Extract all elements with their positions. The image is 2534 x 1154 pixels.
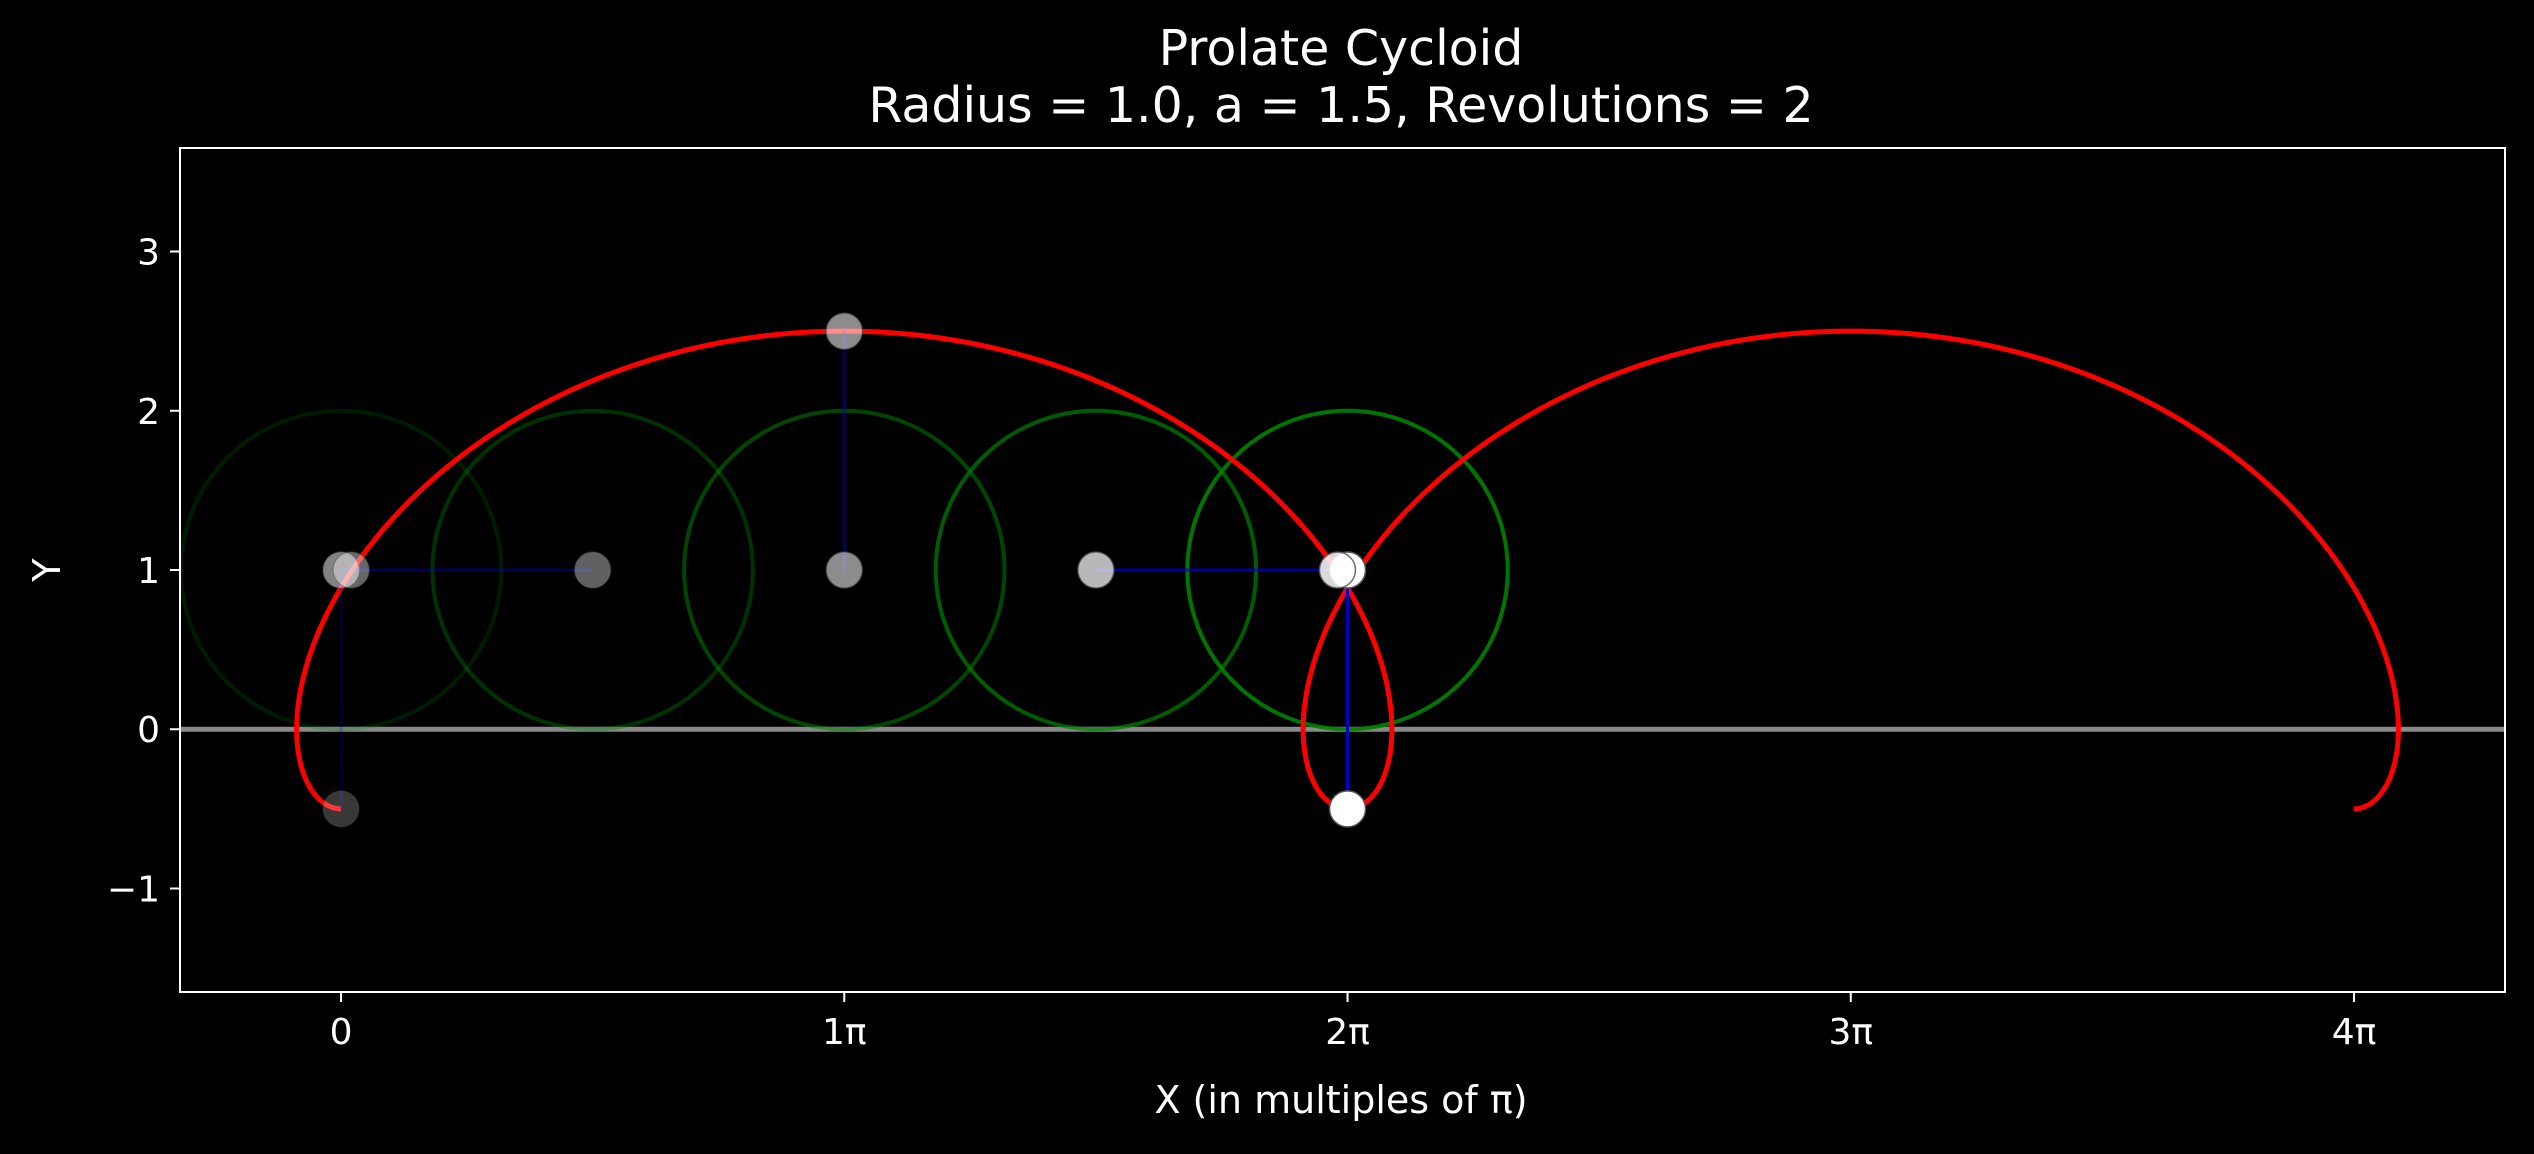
x-tick-label-4: 4π	[2332, 1012, 2377, 1053]
x-tick-label-3: 3π	[1828, 1012, 1873, 1053]
x-tick-label-0: 0	[330, 1012, 353, 1053]
y-tick-label-3: 2	[137, 392, 160, 433]
y-axis-label: Y	[25, 558, 69, 583]
plot-area	[180, 312, 2505, 828]
tracer-marker-4	[1328, 790, 1367, 828]
x-axis-label: X (in multiples of π)	[1154, 1078, 1527, 1122]
x-tick-label-1: 1π	[822, 1012, 867, 1053]
y-tick-label-2: 1	[137, 551, 160, 592]
extra-marker-0	[332, 551, 370, 589]
y-tick-label-1: 0	[137, 710, 160, 751]
tracer-marker-0	[322, 790, 360, 828]
chart-title: Prolate Cycloid	[1159, 20, 1524, 77]
y-tick-label-4: 3	[137, 233, 160, 274]
x-tick-label-2: 2π	[1325, 1012, 1370, 1053]
y-axis-ticks: −1 0 1 2 3	[107, 233, 180, 910]
chart-subtitle: Radius = 1.0, a = 1.5, Revolutions = 2	[868, 77, 1813, 134]
y-tick-label-0: −1	[107, 869, 160, 910]
rolling-circle-1	[430, 408, 755, 732]
center-marker-1	[573, 551, 612, 589]
tracer-marker-1	[322, 551, 360, 589]
center-marker-3	[1077, 551, 1115, 589]
x-axis-ticks: 0 1π 2π 3π 4π	[330, 992, 2377, 1053]
extra-marker-1	[1318, 551, 1357, 589]
center-marker-2	[825, 551, 864, 589]
tracer-marker-2	[825, 312, 864, 350]
center-marker-0	[322, 551, 360, 589]
